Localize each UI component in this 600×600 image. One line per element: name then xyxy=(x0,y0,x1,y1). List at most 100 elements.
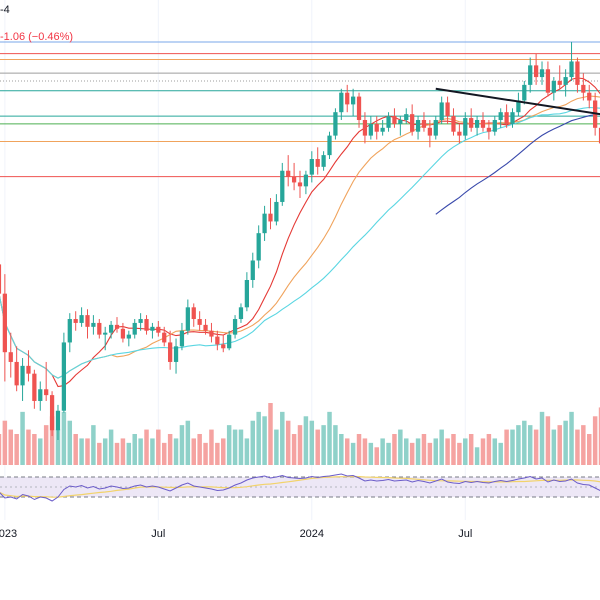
moving-average-line xyxy=(0,106,600,379)
candle xyxy=(516,92,521,117)
volume-bar xyxy=(85,438,90,465)
rsi-ma-line xyxy=(0,475,600,498)
candle xyxy=(398,116,403,136)
candle-body xyxy=(474,120,480,128)
candle xyxy=(55,404,61,440)
x-axis: 2023 Jul 2024 Jul 2025 xyxy=(0,528,472,540)
volume-bar xyxy=(274,429,279,465)
candle-body xyxy=(351,96,356,105)
candle-body xyxy=(32,373,37,401)
volume-bar xyxy=(504,429,509,465)
candle xyxy=(268,198,273,230)
volume-bar xyxy=(61,411,67,465)
volume-bar xyxy=(49,416,55,465)
candle-body xyxy=(168,342,173,362)
candle-body xyxy=(528,65,533,85)
candle xyxy=(533,53,539,85)
candle-body xyxy=(327,135,332,156)
candle xyxy=(114,317,120,333)
trendline[interactable] xyxy=(435,87,600,116)
candle xyxy=(156,320,161,337)
candle-body xyxy=(256,233,261,261)
candle xyxy=(374,116,379,140)
candle xyxy=(598,127,600,144)
volume-bar xyxy=(510,429,515,465)
volume-bar xyxy=(126,442,132,465)
volume-bar xyxy=(173,438,179,465)
candle xyxy=(126,330,131,347)
candle xyxy=(321,151,326,171)
symbol-title-text: -4 xyxy=(0,4,10,16)
volume-bar xyxy=(404,438,409,465)
volume-bar xyxy=(38,438,43,465)
candle xyxy=(557,65,562,89)
candle xyxy=(280,162,285,206)
candle xyxy=(168,330,173,370)
volume-bar xyxy=(203,442,208,465)
candle xyxy=(97,319,102,339)
candle-body xyxy=(563,77,568,85)
volume-bar xyxy=(167,434,173,465)
candle-body xyxy=(492,120,497,132)
volume-bar xyxy=(563,420,568,465)
candle-body xyxy=(20,365,25,386)
symbol-title[interactable]: -4 xyxy=(0,4,10,17)
volume-bar xyxy=(575,429,580,465)
candle xyxy=(410,104,415,136)
volume-bar xyxy=(132,434,137,465)
volume-bar xyxy=(409,442,415,465)
candle xyxy=(85,309,90,339)
candle-body xyxy=(587,92,592,101)
candle-body xyxy=(221,344,226,349)
candle-body xyxy=(268,213,273,222)
candle-body xyxy=(173,346,179,362)
volume-bar xyxy=(197,434,202,465)
volume-bar xyxy=(108,429,114,465)
candle-body xyxy=(392,116,397,124)
volume-bar xyxy=(0,434,2,465)
candle xyxy=(256,225,261,269)
candle xyxy=(227,330,232,351)
volume-bar xyxy=(421,434,427,465)
volume-bar xyxy=(480,438,486,465)
candle xyxy=(356,92,362,128)
candle xyxy=(185,299,190,335)
price-change-text: -1.06 (−0.46%) xyxy=(0,31,74,43)
volume-bar xyxy=(427,442,433,465)
volume-bar xyxy=(8,429,14,465)
volume-bar xyxy=(73,434,78,465)
volume-bar xyxy=(150,438,155,465)
candle xyxy=(138,313,143,331)
candle xyxy=(333,108,338,140)
candle-body xyxy=(374,123,379,132)
candle-body xyxy=(339,92,344,113)
candle-body xyxy=(362,120,368,136)
candle xyxy=(162,326,167,347)
volume-bar xyxy=(179,425,185,465)
candle-body xyxy=(433,120,438,136)
volume-bar xyxy=(498,442,503,465)
volume-bar xyxy=(474,447,480,465)
candles xyxy=(0,41,600,440)
candle-body xyxy=(227,334,232,349)
candle-body xyxy=(138,319,143,323)
volume-bar xyxy=(386,442,391,465)
trendline-segment xyxy=(435,87,600,116)
candle-body xyxy=(38,389,43,401)
candle xyxy=(262,205,267,241)
volume-bar xyxy=(215,442,220,465)
candle-body xyxy=(469,118,474,128)
candle xyxy=(504,104,509,128)
volume-bar xyxy=(569,411,574,465)
candle xyxy=(510,108,515,128)
candle-body xyxy=(551,80,556,93)
candle-body xyxy=(126,334,131,339)
candle xyxy=(445,96,450,124)
candle-body xyxy=(114,324,120,329)
candle xyxy=(32,369,37,409)
candle xyxy=(386,112,391,132)
candle xyxy=(362,112,368,144)
candle xyxy=(327,131,332,160)
candle xyxy=(498,108,503,128)
